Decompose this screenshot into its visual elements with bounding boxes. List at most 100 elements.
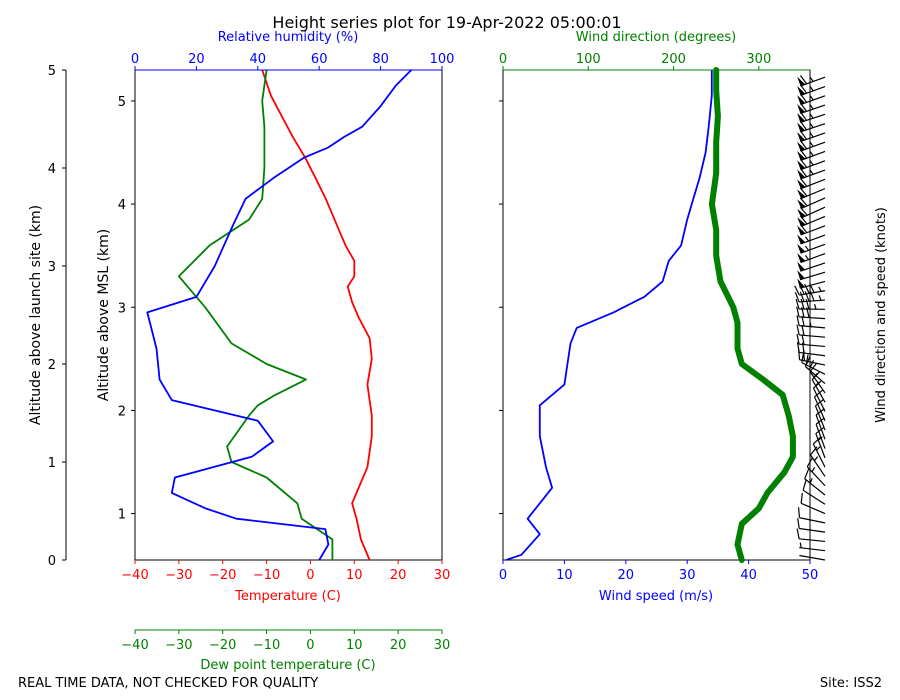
wind-barb-staff	[799, 538, 826, 543]
temperature-tick-label: −40	[121, 568, 148, 583]
wind-barb-staff	[812, 387, 826, 412]
wind-barb-staff	[805, 366, 826, 385]
wind-barb	[795, 298, 826, 310]
left-panel: −40 −30 −20 −10 0 10 20 300 20 40 60 80 100−40 −30 −20…	[48, 52, 455, 653]
quality-footer-note: REAL TIME DATA, NOT CHECKED FOR QUALITY	[18, 676, 318, 691]
wind-barb-half-flag	[809, 123, 814, 128]
wind-barb-staff	[815, 414, 826, 440]
right-panel: 0 10 20 30 40 50 0 100 200 300	[499, 52, 826, 583]
wind-barb-half-flag	[811, 467, 816, 473]
wind-barb-staff	[799, 359, 826, 366]
wind-direction-axis-label: Wind direction (degrees)	[576, 30, 736, 45]
relative-humidity-line	[146, 69, 412, 561]
dewpoint-tick-label: 20	[390, 638, 407, 653]
temperature-tick-label: −20	[209, 568, 236, 583]
temperature-tick-label: 20	[390, 568, 407, 583]
wind-barb-staff	[813, 396, 826, 421]
wind-barb	[804, 468, 826, 496]
wind-barb	[797, 243, 826, 254]
wind-barb	[799, 542, 826, 552]
wind-barb-half-flag	[809, 76, 814, 82]
wind-barb	[797, 234, 826, 245]
wind-barb	[797, 518, 826, 533]
wind-barb	[797, 102, 826, 115]
wind-direction-line	[708, 67, 796, 563]
wind-barb-flag	[799, 197, 808, 207]
wind-barb-half-flag	[809, 478, 813, 484]
wind-barb-flag	[800, 298, 805, 310]
wind-barb-staff	[799, 316, 826, 320]
wind-speed-tick-label: 30	[679, 568, 696, 583]
wind-barb-pennant	[797, 150, 806, 161]
wind-barb-staff	[799, 554, 826, 561]
wind-barb	[797, 158, 826, 171]
wind-barb-pennant	[797, 234, 806, 244]
wind-speed-tick-label: 40	[740, 568, 757, 583]
wind-direction-tick-label: 100	[576, 52, 601, 67]
wind-barb	[794, 282, 826, 296]
wind-barb-staff	[799, 334, 826, 338]
humidity-tick-label: 80	[372, 52, 389, 67]
msl-altitude-axis-label: Altitude above MSL (km)	[96, 229, 112, 401]
wind-barb	[794, 290, 826, 303]
humidity-axis-label: Relative humidity (%)	[218, 30, 359, 45]
wind-barb-flag	[804, 468, 810, 479]
wind-barb	[815, 417, 826, 449]
wind-barb-staff	[799, 527, 826, 533]
launch-tick-label: 2	[48, 358, 56, 373]
wind-barb	[797, 253, 826, 264]
wind-barb-half-flag	[804, 236, 810, 242]
wind-barb-staff	[802, 489, 826, 505]
left-series-group	[146, 69, 412, 561]
wind-barb-flag	[815, 398, 825, 407]
wind-barb-pennant	[797, 141, 806, 152]
wind-barb-flag	[802, 480, 807, 491]
wind-barb-flag	[800, 492, 803, 504]
wind-barb-flag	[801, 334, 805, 345]
dewpoint-tick-label: −20	[209, 638, 236, 653]
wind-barb-flag	[794, 285, 800, 296]
wind-barb	[806, 457, 826, 487]
wind-barb	[802, 480, 826, 505]
wind-barb-staff	[811, 379, 826, 403]
wind-barb-pennant	[797, 225, 806, 236]
right-axes-group: 0 10 20 30 40 50 0 100 200 300	[499, 52, 818, 583]
dew-point-temperature-line	[177, 69, 334, 560]
wind-speed-axis-label: Wind speed (m/s)	[599, 589, 713, 604]
wind-barb	[797, 187, 826, 200]
wind-barb-staff	[814, 405, 826, 431]
wind-barb-half-flag	[804, 245, 810, 251]
wind-speed-tick-label: 50	[802, 568, 819, 583]
wind-barb-pennant	[797, 208, 806, 218]
wind-barb-flag	[808, 360, 815, 371]
wind-barb-staff	[809, 371, 826, 394]
wind-direction-tick-label: 300	[746, 52, 771, 67]
site-footer-note: Site: ISS2	[820, 676, 882, 691]
wind-barb-staff	[815, 423, 826, 449]
launch-tick-label: 1	[48, 456, 56, 471]
dewpoint-tick-label: 30	[434, 638, 451, 653]
wind-barb-staff	[801, 362, 826, 375]
wind-barb-flag	[799, 291, 805, 302]
wind-barb-pennant	[797, 112, 806, 123]
wind-barb-half-flag	[809, 113, 814, 119]
wind-barb	[812, 436, 826, 468]
temperature-tick-label: 0	[306, 568, 314, 583]
wind-barb-flag	[795, 298, 800, 310]
wind-barb-flag	[796, 528, 800, 539]
wind-barb-flag	[815, 408, 825, 416]
wind-barb-half-flag	[809, 86, 814, 92]
wind-barb-pennant	[797, 278, 805, 289]
wind-barb-flag	[799, 187, 808, 197]
launch-tick-label: 3	[48, 260, 56, 275]
wind-barb	[814, 398, 826, 431]
wind-barb-flag	[799, 75, 808, 85]
wind-barb-staff	[800, 262, 826, 272]
wind-barb	[797, 197, 826, 210]
wind-barb-flag	[814, 389, 823, 398]
wind-barb	[797, 130, 826, 143]
wind-barb-flag	[796, 333, 800, 345]
wind-barb-flag	[796, 324, 800, 336]
wind-barb-flag	[794, 291, 800, 303]
